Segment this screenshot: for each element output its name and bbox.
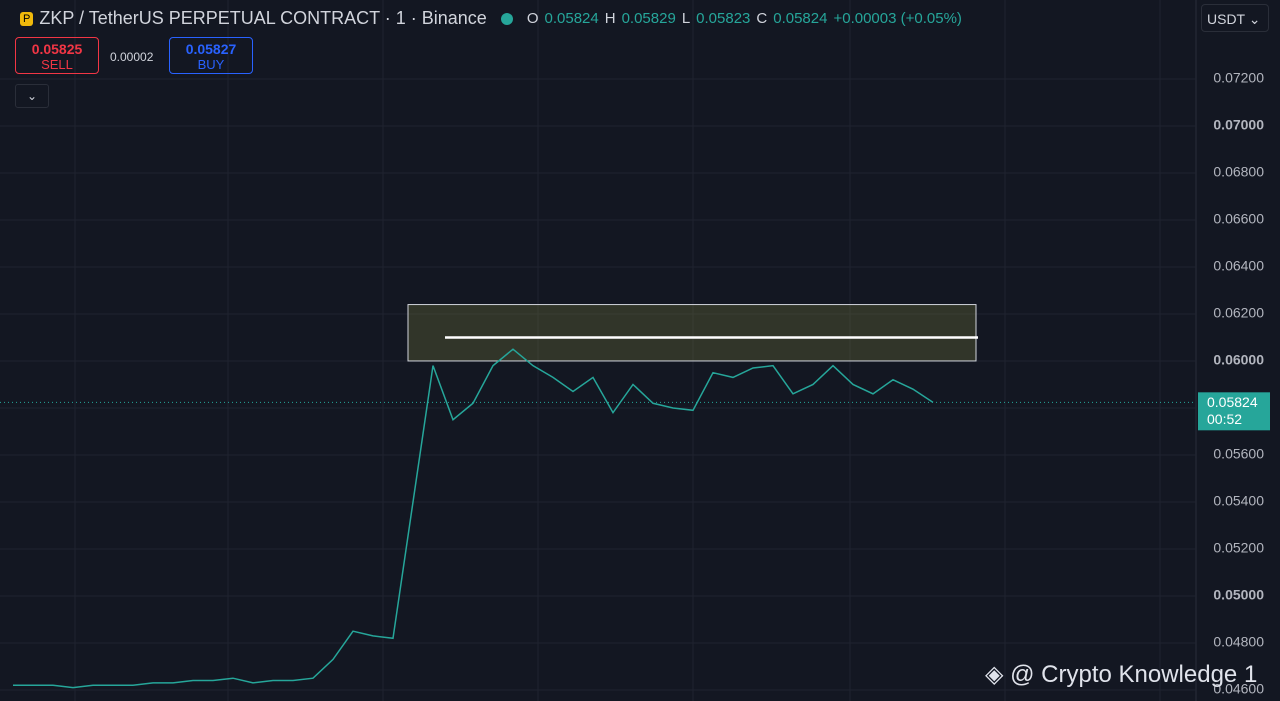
price-tag-label: 0.05824 bbox=[1207, 394, 1258, 410]
sell-button[interactable]: 0.05825 SELL bbox=[15, 37, 99, 74]
buy-button[interactable]: 0.05827 BUY bbox=[169, 37, 253, 74]
countdown: 00:52 bbox=[1207, 411, 1242, 427]
symbol: ZKP / TetherUS PERPETUAL CONTRACT · 1 · … bbox=[39, 8, 487, 28]
currency: USDT bbox=[1207, 11, 1245, 27]
low: 0.05823 bbox=[696, 10, 751, 27]
y-tick-label: 0.07200 bbox=[1213, 70, 1264, 86]
price-line bbox=[13, 348, 934, 689]
y-tick-label: 0.05600 bbox=[1213, 446, 1264, 462]
watermark-text: @ Crypto Knowledge 1 bbox=[1010, 661, 1258, 688]
currency-select[interactable]: USDT ⌄ bbox=[1201, 4, 1269, 32]
y-tick-label: 0.07000 bbox=[1213, 117, 1264, 133]
y-tick-label: 0.06600 bbox=[1213, 211, 1264, 227]
sell-label: SELL bbox=[41, 57, 73, 72]
close: 0.05824 bbox=[773, 10, 828, 27]
price-tag bbox=[1198, 392, 1270, 431]
y-tick-label: 0.04800 bbox=[1213, 634, 1264, 650]
spread: 0.00002 bbox=[110, 50, 154, 64]
close-label: C bbox=[756, 10, 768, 27]
status-dot bbox=[500, 12, 513, 25]
y-tick-label: 0.06000 bbox=[1213, 352, 1264, 368]
y-tick-label: 0.04600 bbox=[1213, 681, 1264, 697]
y-tick-label: 0.06200 bbox=[1213, 305, 1264, 321]
low-label: L bbox=[681, 10, 691, 27]
y-tick-label: 0.05200 bbox=[1213, 540, 1264, 556]
sell-price: 0.05825 bbox=[31, 41, 83, 57]
zone-box bbox=[407, 304, 977, 362]
open: 0.05824 bbox=[544, 10, 599, 27]
y-tick-label: 0.05000 bbox=[1213, 587, 1264, 603]
buy-price: 0.05827 bbox=[185, 41, 237, 57]
buy-label: BUY bbox=[197, 57, 225, 72]
y-tick-label: 0.05400 bbox=[1213, 493, 1264, 509]
y-tick-label: 0.06800 bbox=[1213, 164, 1264, 180]
y-tick-label: 0.06400 bbox=[1213, 258, 1264, 274]
change: +0.00003 (+0.05%) bbox=[833, 10, 962, 27]
high: 0.05829 bbox=[621, 10, 676, 27]
time-grid bbox=[74, 0, 1161, 701]
header: P ZKP / TetherUS PERPETUAL CONTRACT · 1 … bbox=[20, 8, 962, 29]
high-label: H bbox=[604, 10, 616, 27]
logo: P bbox=[20, 11, 34, 26]
collapse-button[interactable]: ⌄ bbox=[15, 84, 49, 108]
open-label: O bbox=[526, 10, 539, 27]
watermark: ◈ @ Crypto Knowledge 1 bbox=[985, 661, 1258, 688]
